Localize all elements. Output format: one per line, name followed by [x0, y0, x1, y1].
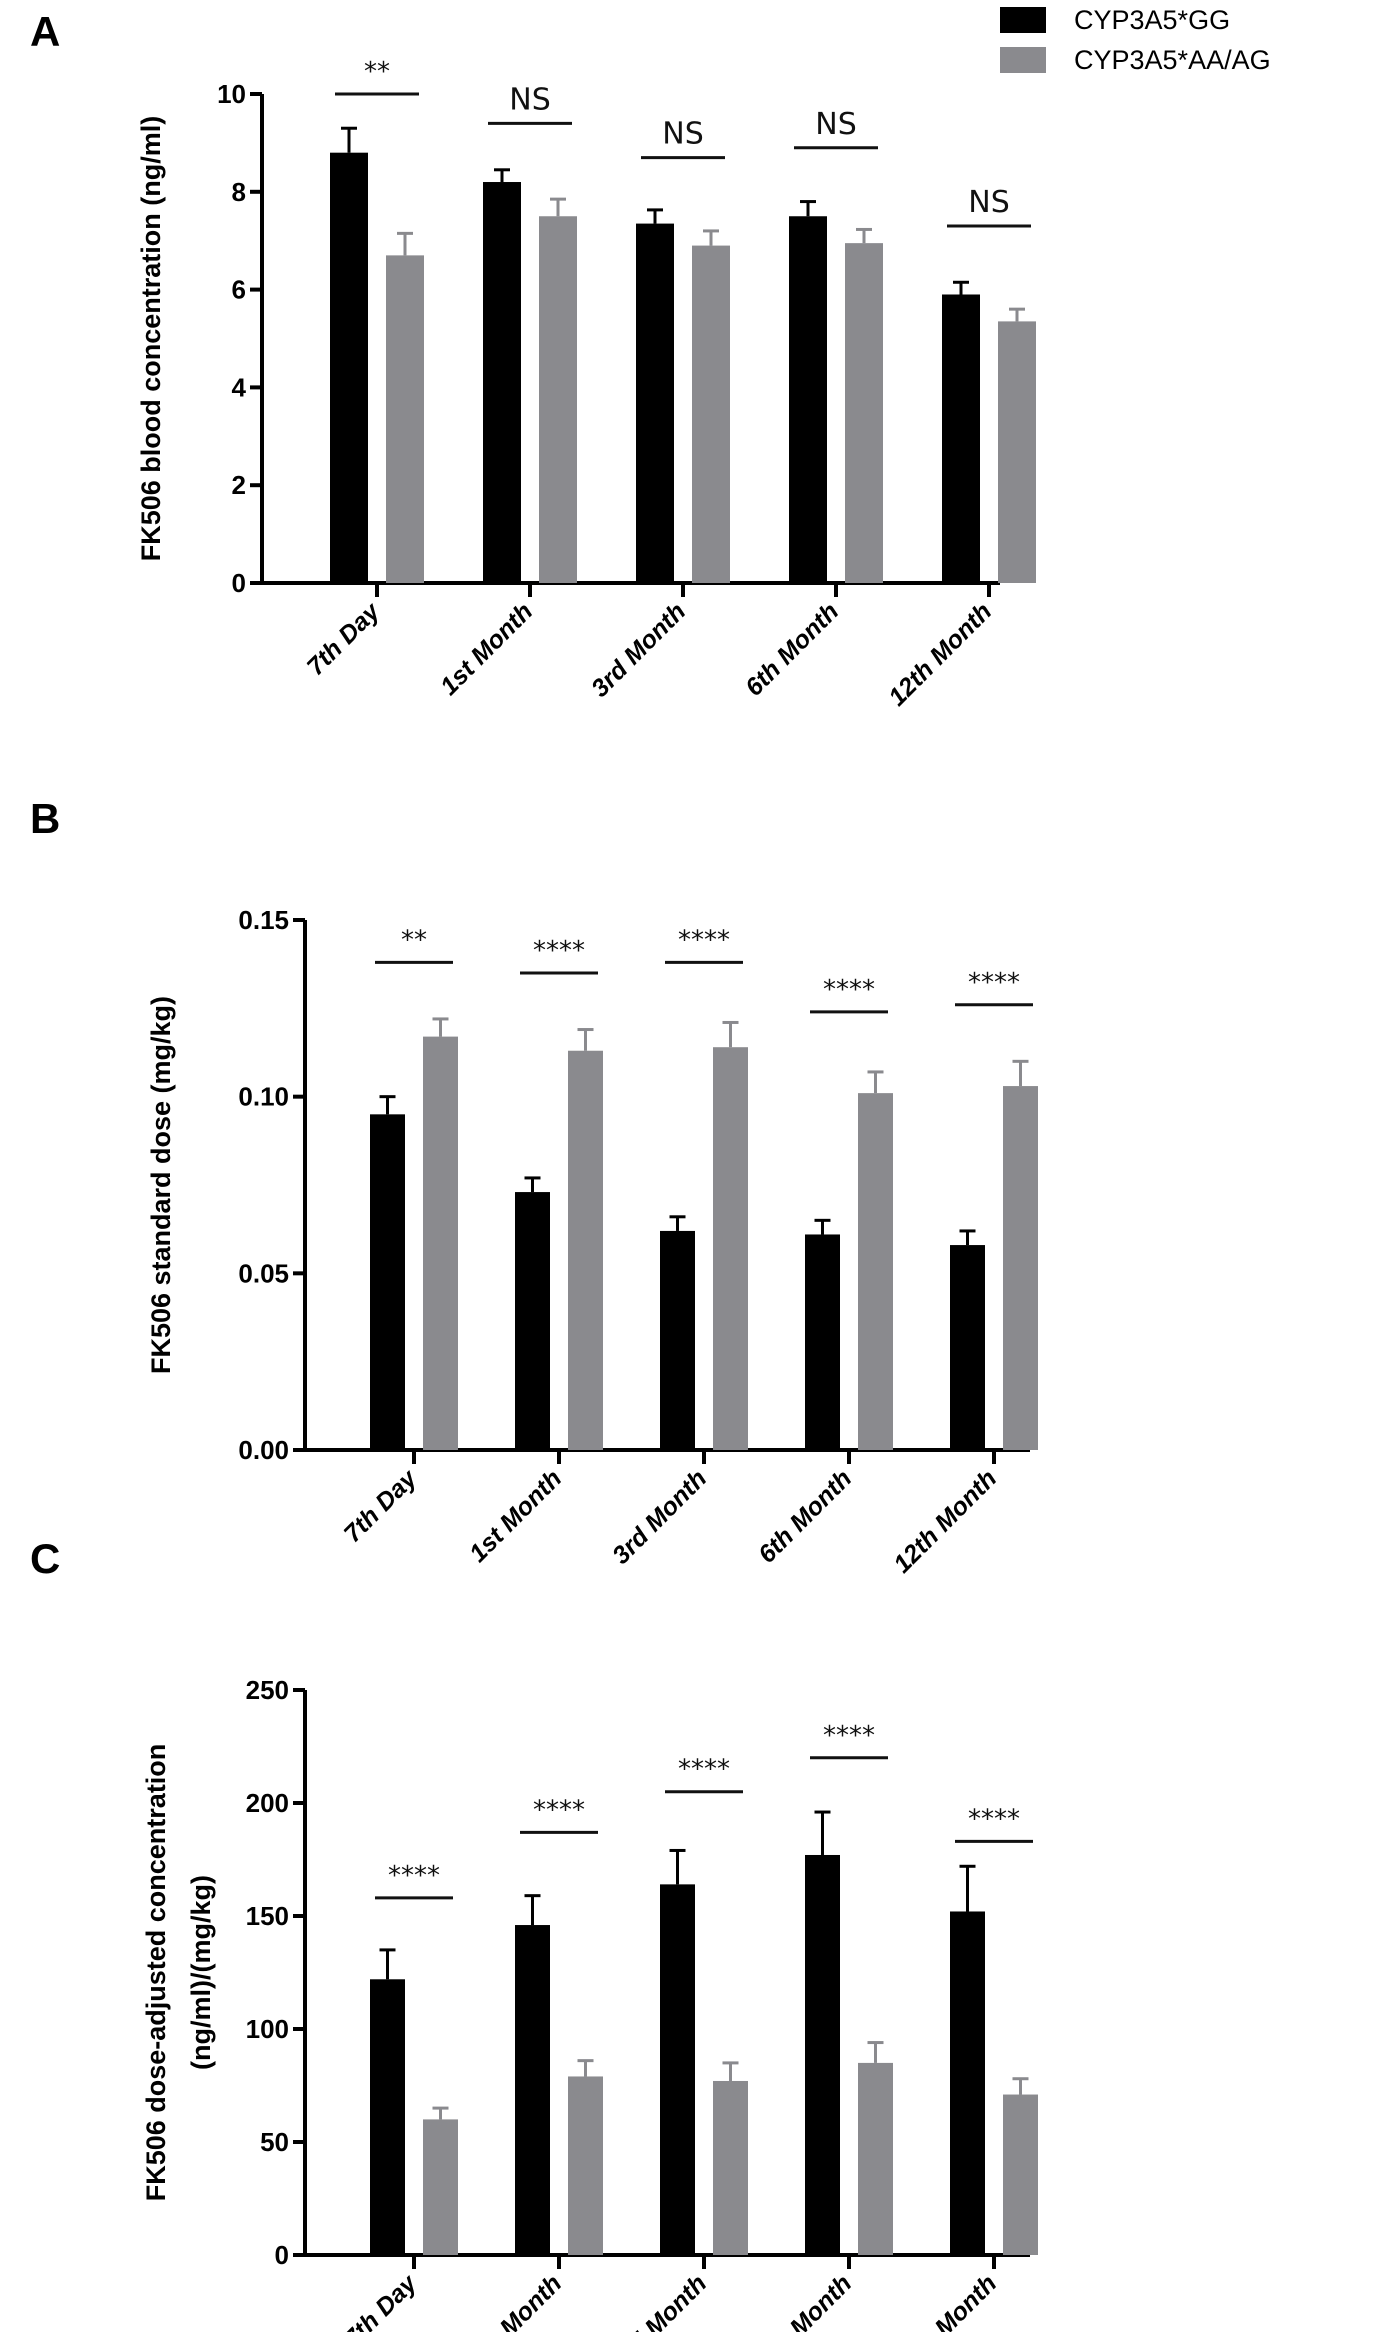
- y-tick-label: 0.05: [238, 1258, 289, 1288]
- y-tick-label: 200: [246, 1788, 289, 1818]
- legend-label-gg: CYP3A5*GG: [1074, 4, 1231, 35]
- chart-panel-c: 0 50 100 150 200 250 FK506 dose-adjusted conce…: [141, 1675, 1038, 2332]
- bar-aa-ag: [539, 216, 577, 583]
- legend-item-aa-ag: CYP3A5*AA/AG: [1000, 40, 1271, 80]
- y-tick-label: 0.15: [238, 905, 289, 935]
- y-axis-label: FK506 dose-adjusted concentration: [141, 1744, 171, 2202]
- bar-aa-ag: [713, 2080, 748, 2255]
- y-tick-label: 8: [232, 177, 246, 207]
- x-tick-label: 1st Month: [464, 2269, 567, 2332]
- bar-aa-ag: [423, 2119, 458, 2255]
- bar-gg: [370, 1114, 405, 1450]
- bar-aa-ag: [568, 1050, 603, 1450]
- significance-label: ****: [533, 936, 585, 966]
- y-tick-label: 2: [232, 470, 246, 500]
- bar-gg: [805, 1234, 840, 1450]
- y-tick-label: 250: [246, 1675, 289, 1705]
- y-tick-label: 150: [246, 1901, 289, 1931]
- significance-label: NS: [662, 117, 703, 152]
- x-tick-label: 3rd Month: [607, 2269, 712, 2332]
- bar-gg: [483, 182, 521, 583]
- legend: CYP3A5*GG CYP3A5*AA/AG: [1000, 0, 1271, 80]
- y-tick-label: 0.10: [238, 1082, 289, 1112]
- significance-label: ****: [533, 1795, 585, 1825]
- significance-label: ****: [968, 1804, 1020, 1834]
- x-tick-label: 7th Day: [302, 597, 386, 681]
- panel-letter-a: A: [30, 8, 61, 55]
- bar-gg: [789, 216, 827, 583]
- x-tick-label: 7th Day: [339, 1464, 423, 1548]
- x-tick-label: 12th Month: [883, 597, 997, 711]
- y-axis-label-units: (ng/ml)/(mg/kg): [186, 1875, 216, 2070]
- panel-letter-c: C: [30, 1535, 61, 1582]
- bar-gg: [942, 294, 980, 583]
- x-tick-label: 12th Month: [888, 2269, 1002, 2332]
- bar-gg: [370, 1979, 405, 2255]
- chart-panel-a: 0 2 4 6 8 10 FK506 blood concentration (ng/ml)…: [136, 57, 1036, 712]
- x-tick-label: 7th Day: [339, 2269, 423, 2332]
- x-tick-label: 3rd Month: [586, 597, 691, 702]
- x-tick-label: 6th Month: [753, 2269, 857, 2332]
- y-tick-label: 4: [232, 372, 247, 402]
- bar-gg: [515, 1192, 550, 1450]
- bar-gg: [636, 223, 674, 583]
- bar-aa-ag: [692, 245, 730, 583]
- x-tick-label: 1st Month: [435, 597, 538, 700]
- legend-label-aa-ag: CYP3A5*AA/AG: [1074, 44, 1271, 75]
- y-axis-label: FK506 standard dose (mg/kg): [146, 996, 176, 1374]
- y-tick-label: 0.00: [238, 1435, 289, 1465]
- x-tick-label: 6th Month: [740, 597, 844, 701]
- bar-aa-ag: [1003, 1086, 1038, 1450]
- bar-gg: [515, 1925, 550, 2255]
- y-tick-label: 0: [275, 2240, 289, 2270]
- panel-letter-b: B: [30, 795, 61, 842]
- significance-label: NS: [509, 82, 550, 117]
- significance-label: NS: [968, 185, 1009, 220]
- bar-gg: [950, 1911, 985, 2255]
- significance-label: **: [401, 925, 427, 955]
- bar-aa-ag: [386, 255, 424, 583]
- chart-panel-b: 0.00 0.05 0.10 0.15 FK506 standard dose (mg/…: [146, 905, 1038, 1579]
- significance-label: ****: [678, 925, 730, 955]
- y-axis-label: FK506 blood concentration (ng/ml): [136, 116, 166, 562]
- y-tick-label: 6: [232, 275, 246, 305]
- legend-swatch-gg: [1000, 7, 1046, 33]
- y-tick-label: 10: [217, 79, 246, 109]
- bar-aa-ag: [713, 1047, 748, 1450]
- bar-aa-ag: [1003, 2094, 1038, 2255]
- significance-label: ****: [968, 968, 1020, 998]
- bar-aa-ag: [998, 321, 1036, 583]
- legend-swatch-aa-ag: [1000, 47, 1046, 73]
- significance-label: ****: [823, 1721, 875, 1751]
- bar-aa-ag: [858, 1093, 893, 1450]
- legend-item-gg: CYP3A5*GG: [1000, 0, 1271, 40]
- bar-gg: [330, 152, 368, 583]
- bar-aa-ag: [858, 2062, 893, 2255]
- bar-aa-ag: [845, 243, 883, 583]
- bar-aa-ag: [568, 2076, 603, 2255]
- y-tick-label: 50: [260, 2127, 289, 2157]
- bar-gg: [660, 1884, 695, 2255]
- y-tick-label: 100: [246, 2014, 289, 2044]
- bar-gg: [805, 1854, 840, 2255]
- y-tick-label: 0: [232, 568, 246, 598]
- bar-aa-ag: [423, 1036, 458, 1450]
- significance-label: ****: [388, 1861, 440, 1891]
- significance-label: **: [364, 57, 390, 87]
- significance-label: NS: [815, 107, 856, 142]
- bar-gg: [950, 1245, 985, 1450]
- significance-label: ****: [823, 975, 875, 1005]
- bar-gg: [660, 1230, 695, 1450]
- significance-label: ****: [678, 1755, 730, 1785]
